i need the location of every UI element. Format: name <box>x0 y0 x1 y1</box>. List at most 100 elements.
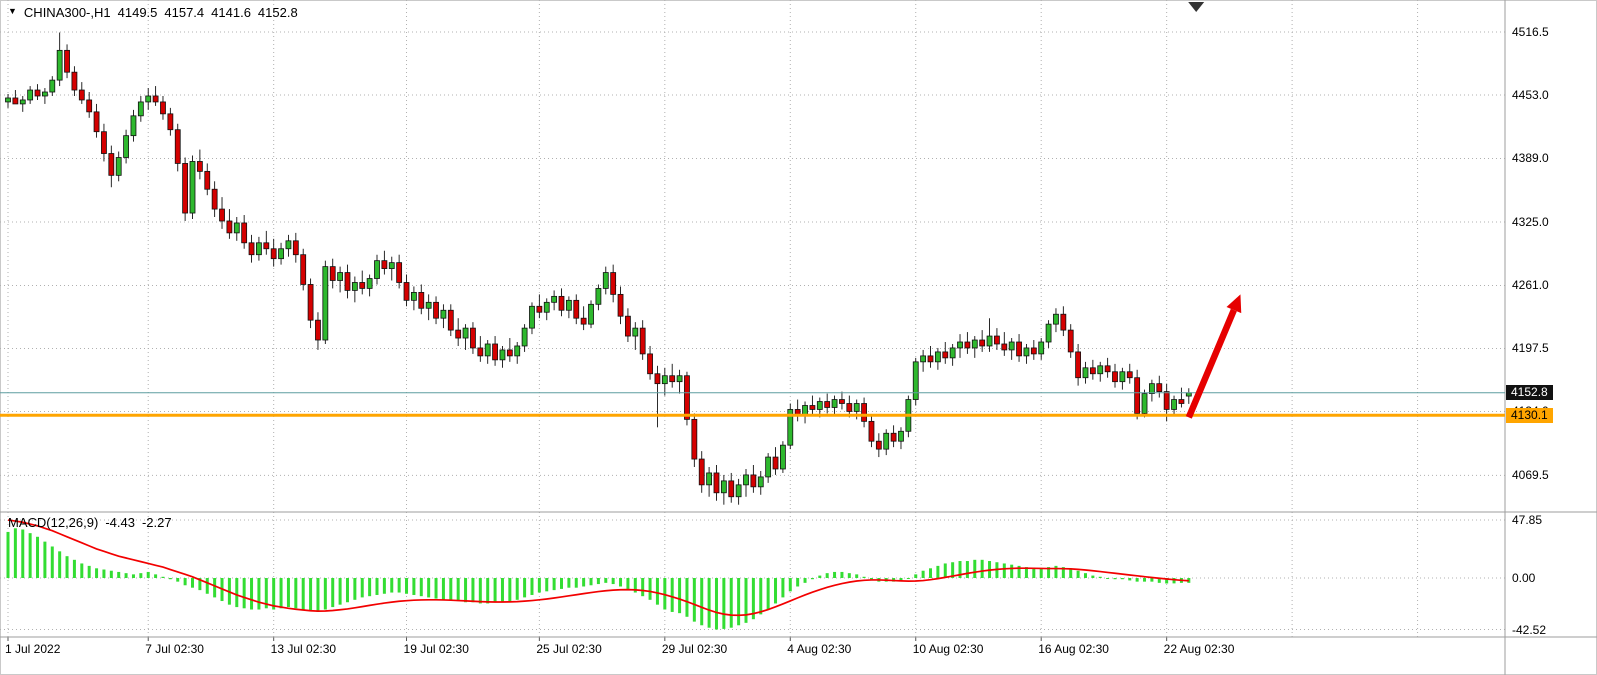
symbol-info: ▼ CHINA300-,H1 4149.5 4157.4 4141.6 4152… <box>8 5 298 20</box>
grid-layer <box>0 0 1505 641</box>
candle <box>765 456 772 478</box>
candle <box>514 345 521 357</box>
candle <box>1038 341 1045 355</box>
candle <box>595 288 602 305</box>
macd-signal-value: -2.27 <box>141 515 172 530</box>
candle <box>543 301 550 313</box>
candle <box>174 129 181 164</box>
candle <box>211 188 218 210</box>
candle <box>130 115 137 137</box>
time-axis-label: 29 Jul 02:30 <box>661 642 728 656</box>
chart-shift-marker-icon[interactable] <box>1188 2 1205 12</box>
candle <box>196 161 203 172</box>
candle <box>654 373 661 385</box>
candle <box>396 262 403 283</box>
candle <box>912 361 919 400</box>
candle <box>1001 343 1008 351</box>
candle <box>743 474 749 486</box>
candle <box>381 260 388 269</box>
candle <box>307 284 314 321</box>
candle <box>42 91 48 97</box>
candle <box>713 472 720 494</box>
time-axis-label: 19 Jul 02:30 <box>403 642 469 656</box>
candle <box>787 409 794 446</box>
candle <box>809 405 816 410</box>
candle <box>204 170 211 190</box>
candle <box>831 399 838 408</box>
price-axis-label: 4453.0 <box>1512 87 1549 102</box>
trend-arrow-annotation[interactable] <box>1185 294 1242 419</box>
macd-signal-line <box>7 519 1189 617</box>
candle <box>602 272 609 289</box>
symbol-dropdown-icon[interactable]: ▼ <box>8 6 17 16</box>
candle <box>979 339 986 347</box>
candle <box>492 343 498 361</box>
candle <box>19 99 26 105</box>
candle <box>971 339 978 349</box>
candle <box>1075 351 1081 379</box>
candle <box>366 278 373 289</box>
candle <box>56 49 63 81</box>
candles-layer <box>5 32 1192 505</box>
candle <box>1163 391 1170 410</box>
symbol-name: CHINA300-,H1 <box>23 5 111 20</box>
candle <box>78 89 85 101</box>
candle <box>388 262 395 269</box>
candle <box>359 282 366 289</box>
candle <box>1060 313 1067 331</box>
candle <box>780 444 786 470</box>
candle <box>853 403 860 412</box>
ohlc-low: 4141.6 <box>211 5 251 20</box>
candle <box>241 222 248 244</box>
candle <box>551 295 558 303</box>
candle <box>521 327 528 347</box>
candle <box>440 309 447 319</box>
candle <box>455 329 462 339</box>
candle <box>1067 329 1074 353</box>
candle <box>315 319 321 341</box>
candle <box>565 299 572 311</box>
candle <box>337 272 344 281</box>
price-axis[interactable]: 4516.54453.04389.04325.04261.04197.54134… <box>1506 0 1597 675</box>
candle <box>433 301 439 319</box>
time-axis-label: 22 Aug 02:30 <box>1163 642 1235 656</box>
candle <box>101 131 107 154</box>
candle <box>883 432 890 450</box>
candle <box>123 135 129 158</box>
candle <box>580 317 587 325</box>
candle <box>34 89 41 97</box>
candle <box>573 299 580 319</box>
candle <box>233 222 240 234</box>
candle <box>27 89 34 101</box>
candle <box>145 95 152 103</box>
candle <box>285 240 292 250</box>
candle <box>676 375 683 383</box>
candle <box>329 266 336 281</box>
candle <box>934 351 941 363</box>
time-axis[interactable]: 1 Jul 2022 7 Jul 02:30 13 Jul 02:30 19 Jul … <box>0 641 1597 661</box>
candle <box>536 305 543 313</box>
candle <box>71 71 78 91</box>
candle <box>182 163 189 214</box>
candle <box>93 111 100 133</box>
candle <box>270 248 277 260</box>
candle <box>499 349 506 361</box>
candle <box>351 282 358 291</box>
candle <box>757 476 764 488</box>
candle <box>425 301 432 309</box>
candle <box>263 242 270 250</box>
price-lines-layer <box>0 392 1505 417</box>
candle <box>639 327 646 355</box>
candle <box>470 327 476 349</box>
candle <box>86 99 93 113</box>
candle <box>1089 367 1096 375</box>
time-axis-label: 4 Aug 02:30 <box>787 642 852 656</box>
candle <box>1171 399 1177 410</box>
orange-line-price-badge: 4130.1 <box>1506 408 1553 423</box>
candle <box>1030 347 1037 355</box>
time-axis-label: 1 Jul 2022 <box>5 642 61 656</box>
candle <box>1149 383 1155 394</box>
